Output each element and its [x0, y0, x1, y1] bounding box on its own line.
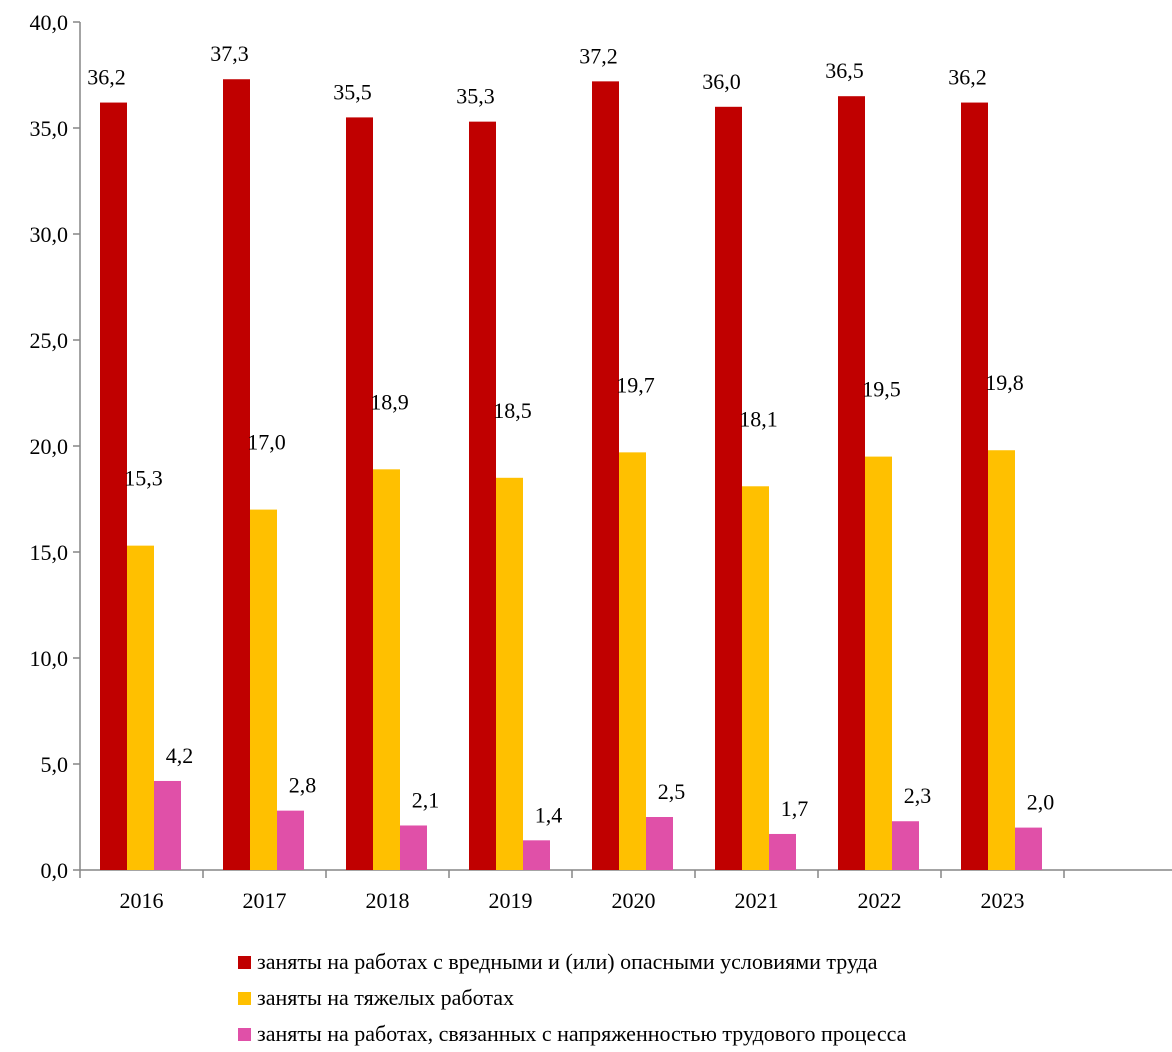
bar-series-2 — [742, 486, 769, 870]
bar-series-3 — [400, 825, 427, 870]
data-label: 19,7 — [616, 372, 655, 397]
x-tick-label: 2020 — [612, 888, 656, 913]
data-label: 36,0 — [702, 69, 741, 94]
bar-series-3 — [769, 834, 796, 870]
chart-legend: заняты на работах с вредными и (или) опа… — [238, 944, 906, 1052]
data-label: 19,8 — [985, 370, 1024, 395]
legend-swatch — [238, 992, 251, 1005]
y-tick-label: 30,0 — [30, 222, 69, 247]
bar-series-2 — [496, 478, 523, 870]
bar-series-3 — [154, 781, 181, 870]
y-tick-label: 10,0 — [30, 646, 69, 671]
legend-label: заняты на тяжелых работах — [257, 985, 514, 1011]
bar-series-3 — [1015, 828, 1042, 870]
data-label: 18,5 — [493, 398, 532, 423]
bar-series-1 — [346, 117, 373, 870]
bar-series-2 — [988, 450, 1015, 870]
bar-series-2 — [250, 510, 277, 870]
data-label: 36,2 — [948, 65, 987, 90]
data-label: 2,0 — [1027, 790, 1055, 815]
bar-series-1 — [961, 103, 988, 870]
data-label: 4,2 — [166, 743, 194, 768]
bar-series-3 — [523, 840, 550, 870]
data-label: 19,5 — [862, 377, 901, 402]
data-label: 2,3 — [904, 783, 932, 808]
bar-series-1 — [592, 81, 619, 870]
data-label: 35,5 — [333, 79, 372, 104]
bar-chart: 0,0 5,0 10,0 15,0 20,0 25,0 30,0 35,0 40,0 2016 20… — [0, 0, 1172, 940]
legend-swatch — [238, 1028, 251, 1041]
data-label: 18,9 — [370, 389, 409, 414]
bar-series-2 — [619, 452, 646, 870]
data-label: 37,3 — [210, 41, 249, 66]
legend-label: заняты на работах с вредными и (или) опа… — [257, 949, 878, 975]
bar-series-1 — [100, 103, 127, 870]
x-tick-label: 2017 — [243, 888, 287, 913]
x-tick-label: 2021 — [735, 888, 779, 913]
data-label: 37,2 — [579, 43, 618, 68]
legend-item-1: заняты на работах с вредными и (или) опа… — [238, 944, 906, 980]
bar-series-2 — [865, 457, 892, 870]
legend-item-2: заняты на тяжелых работах — [238, 980, 906, 1016]
bar-series-3 — [646, 817, 673, 870]
y-tick-label: 0,0 — [41, 858, 69, 883]
y-tick-label: 20,0 — [30, 434, 69, 459]
bar-series-3 — [277, 811, 304, 870]
data-label: 2,8 — [289, 773, 317, 798]
y-tick-label: 5,0 — [41, 752, 69, 777]
bar-series-2 — [127, 546, 154, 870]
data-label: 18,1 — [739, 406, 778, 431]
data-label: 36,2 — [87, 65, 126, 90]
bar-series-3 — [892, 821, 919, 870]
data-label: 17,0 — [247, 430, 286, 455]
data-label: 1,4 — [535, 802, 563, 827]
y-tick-label: 15,0 — [30, 540, 69, 565]
bar-series-1 — [838, 96, 865, 870]
x-tick-label: 2022 — [858, 888, 902, 913]
bar-series-1 — [715, 107, 742, 870]
legend-item-3: заняты на работах, связанных с напряженн… — [238, 1016, 906, 1052]
data-label: 15,3 — [124, 466, 163, 491]
y-tick-label: 35,0 — [30, 116, 69, 141]
y-tick-label: 40,0 — [30, 10, 69, 35]
x-tick-label: 2018 — [366, 888, 410, 913]
legend-label: заняты на работах, связанных с напряженн… — [257, 1021, 906, 1047]
bar-series-1 — [223, 79, 250, 870]
legend-swatch — [238, 956, 251, 969]
x-tick-label: 2019 — [489, 888, 533, 913]
x-tick-label: 2016 — [120, 888, 164, 913]
data-label: 35,3 — [456, 84, 495, 109]
data-label: 2,5 — [658, 779, 686, 804]
x-tick-label: 2023 — [981, 888, 1025, 913]
data-label: 36,5 — [825, 58, 864, 83]
bar-series-1 — [469, 122, 496, 870]
data-label: 1,7 — [781, 796, 809, 821]
bar-series-2 — [373, 469, 400, 870]
chart-bars — [100, 79, 1042, 870]
data-label: 2,1 — [412, 787, 440, 812]
y-tick-label: 25,0 — [30, 328, 69, 353]
